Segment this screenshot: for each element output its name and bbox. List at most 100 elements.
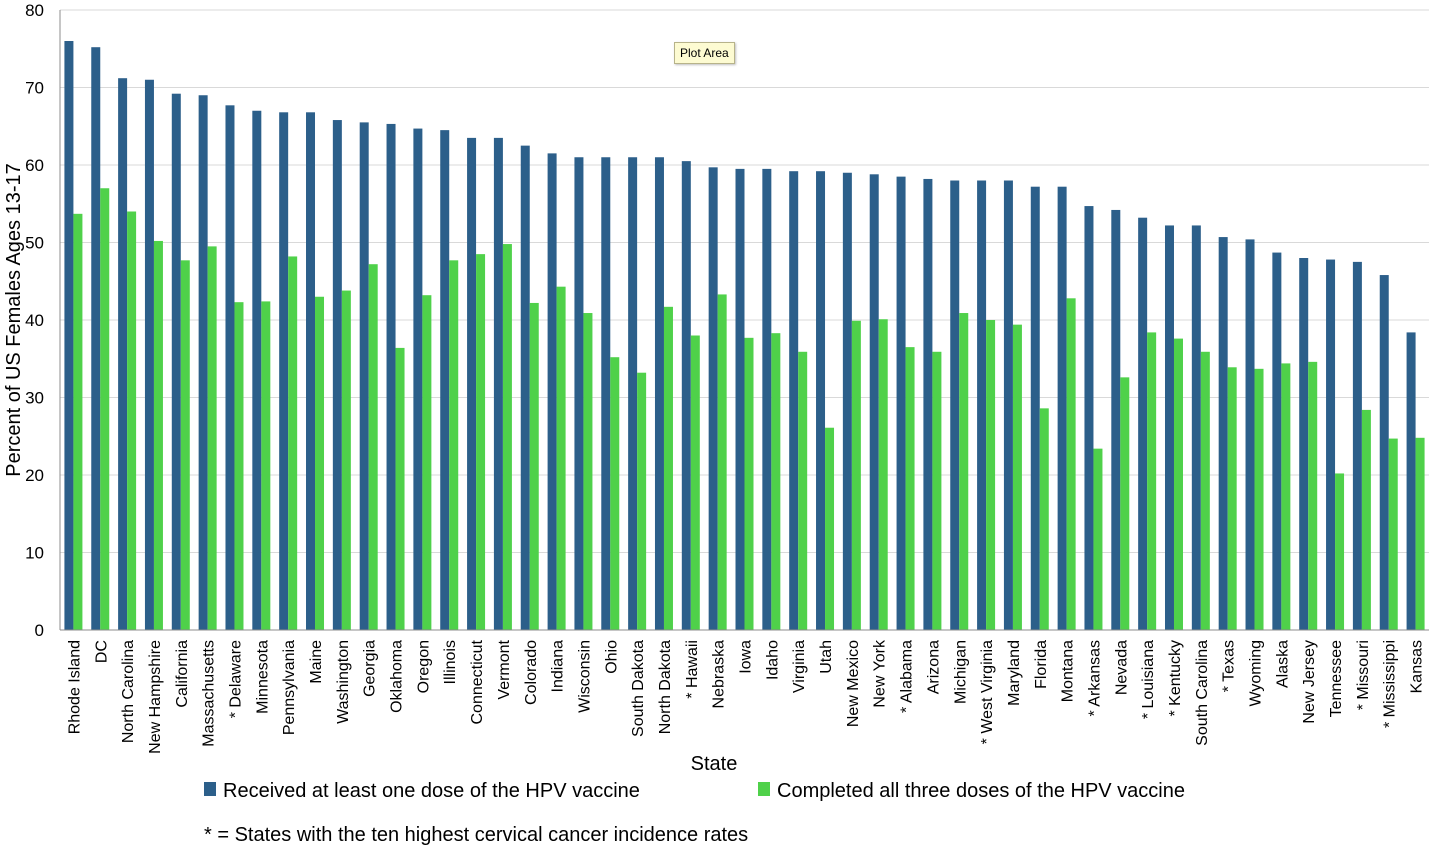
bar-one-dose xyxy=(1138,217,1148,630)
bar-three-doses xyxy=(1066,298,1076,630)
bar-three-doses xyxy=(663,306,673,630)
legend-swatch-completed xyxy=(758,782,770,796)
y-tick-label: 0 xyxy=(35,621,44,640)
x-tick-label: Colorado xyxy=(523,640,540,705)
x-tick-label: Oklahoma xyxy=(389,640,406,713)
x-tick-label: * Kentucky xyxy=(1167,640,1184,716)
bar-one-dose xyxy=(869,174,879,631)
bar-three-doses xyxy=(825,427,835,630)
bar-one-dose xyxy=(1406,332,1416,630)
bar-one-dose xyxy=(1218,237,1228,630)
x-tick-label: Georgia xyxy=(362,640,379,697)
bar-three-doses xyxy=(905,347,915,631)
bar-three-doses xyxy=(798,351,808,630)
x-tick-label: Rhode Island xyxy=(66,640,83,734)
bar-one-dose xyxy=(1003,180,1013,630)
bar-three-doses xyxy=(476,254,486,631)
y-axis-title: Percent of US Females Ages 13-17 xyxy=(3,163,25,477)
bar-one-dose xyxy=(198,95,208,630)
bar-one-dose xyxy=(708,167,718,630)
bar-one-dose xyxy=(601,157,611,630)
x-tick-label: Alaska xyxy=(1274,640,1291,688)
x-tick-label: New York xyxy=(872,639,889,708)
bar-three-doses xyxy=(878,319,888,630)
x-tick-label: Arizona xyxy=(925,640,942,694)
legend-swatch-received xyxy=(204,782,216,796)
bar-one-dose xyxy=(1084,206,1094,630)
bar-three-doses xyxy=(529,302,539,630)
bar-three-doses xyxy=(1254,368,1264,630)
bar-three-doses xyxy=(449,260,459,630)
bar-three-doses xyxy=(100,188,110,630)
legend-label-completed: Completed all three doses of the HPV vac… xyxy=(777,780,1185,802)
bar-one-dose xyxy=(171,93,181,630)
bar-three-doses xyxy=(422,295,432,630)
bar-three-doses xyxy=(744,337,754,630)
bar-one-dose xyxy=(1030,186,1040,630)
x-tick-label: Indiana xyxy=(550,640,567,693)
bar-three-doses xyxy=(1335,473,1345,630)
y-tick-labels: 0 10 20 30 40 50 60 70 80 xyxy=(25,1,44,640)
bar-three-doses xyxy=(502,244,512,631)
bar-one-dose xyxy=(279,112,289,631)
x-tick-label: Iowa xyxy=(738,640,755,674)
bar-one-dose xyxy=(64,41,74,630)
bar-three-doses xyxy=(1093,448,1103,630)
x-tick-label: Wyoming xyxy=(1248,640,1265,707)
bar-one-dose xyxy=(306,112,316,631)
x-tick-label: Ohio xyxy=(603,640,620,674)
x-tick-label: Idaho xyxy=(764,640,781,680)
bar-three-doses xyxy=(261,301,271,630)
bar-three-doses xyxy=(341,290,351,630)
bar-three-doses xyxy=(1120,377,1130,630)
y-tick-label: 70 xyxy=(25,79,44,98)
x-tick-label: New Jersey xyxy=(1301,640,1318,724)
bar-one-dose xyxy=(950,180,960,630)
bar-three-doses xyxy=(315,296,325,630)
x-tick-label: * Delaware xyxy=(227,640,244,718)
x-tick-label: Pennsylvania xyxy=(281,640,298,735)
x-tick-label: * Arkansas xyxy=(1086,640,1103,716)
bar-one-dose xyxy=(1326,259,1336,630)
bar-three-doses xyxy=(1039,408,1049,630)
bar-three-doses xyxy=(180,260,190,630)
x-tick-label: * West Virginia xyxy=(979,640,996,744)
bar-one-dose xyxy=(1057,186,1067,630)
x-tick-label: Massachusetts xyxy=(201,640,218,747)
bar-one-dose xyxy=(628,157,638,630)
x-tick-label: Nevada xyxy=(1113,640,1130,695)
x-tick-label: New Mexico xyxy=(845,640,862,727)
x-tick-label: * Hawaii xyxy=(684,640,701,699)
bar-one-dose xyxy=(91,47,101,630)
bar-three-doses xyxy=(1388,438,1398,630)
x-tick-label: North Dakota xyxy=(657,640,674,734)
bar-one-dose xyxy=(359,122,369,631)
bar-one-dose xyxy=(735,168,745,631)
bar-three-doses xyxy=(932,351,942,630)
bar-three-doses xyxy=(1415,437,1425,630)
bar-three-doses xyxy=(717,294,727,630)
bar-one-dose xyxy=(1191,225,1201,630)
bar-one-dose xyxy=(977,180,987,630)
bar-one-dose xyxy=(1352,261,1362,631)
legend: Received at least one dose of the HPV va… xyxy=(204,780,1185,802)
bar-three-doses xyxy=(368,264,378,630)
bars xyxy=(64,41,1425,631)
x-tick-label: Maine xyxy=(308,640,325,684)
bar-one-dose xyxy=(574,157,584,630)
bar-three-doses xyxy=(1173,338,1183,630)
x-tick-label: Montana xyxy=(1060,640,1077,702)
x-tick-label: * Alabama xyxy=(899,640,916,713)
x-tick-label: Nebraska xyxy=(711,640,728,709)
bar-three-doses xyxy=(851,320,861,630)
x-tick-label: California xyxy=(174,640,191,708)
x-tick-label: Kansas xyxy=(1409,640,1426,693)
bar-one-dose xyxy=(1299,258,1309,630)
bar-one-dose xyxy=(386,123,396,631)
bar-three-doses xyxy=(556,286,566,630)
bar-one-dose xyxy=(1272,252,1282,630)
bar-one-dose xyxy=(520,145,530,631)
x-tick-label: Minnesota xyxy=(254,640,271,714)
